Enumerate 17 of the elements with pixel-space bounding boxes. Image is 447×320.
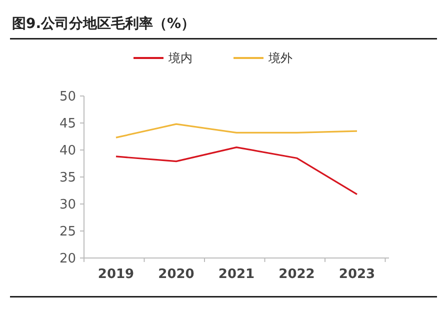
- y-tick-label: 20: [59, 252, 76, 267]
- x-tick-label: 2022: [278, 267, 315, 282]
- y-tick-label: 35: [59, 170, 76, 186]
- x-tick-label: 2019: [98, 267, 134, 282]
- line-series: [115, 146, 358, 196]
- y-tick-label: 25: [59, 224, 76, 240]
- y-tick-label: 45: [59, 116, 76, 132]
- x-tick-label: 2023: [338, 267, 376, 282]
- chart-title: 图9.公司分地区毛利率（%）: [12, 15, 196, 32]
- line-series: [115, 123, 358, 138]
- y-tick-label: 50: [59, 90, 76, 105]
- legend-label: 境内: [168, 51, 192, 66]
- y-tick-label: 40: [59, 144, 76, 159]
- x-tick-label: 2021: [218, 267, 255, 282]
- x-tick-label: 2020: [158, 267, 194, 282]
- legend-label: 境外: [268, 51, 292, 66]
- y-tick-label: 30: [59, 198, 76, 213]
